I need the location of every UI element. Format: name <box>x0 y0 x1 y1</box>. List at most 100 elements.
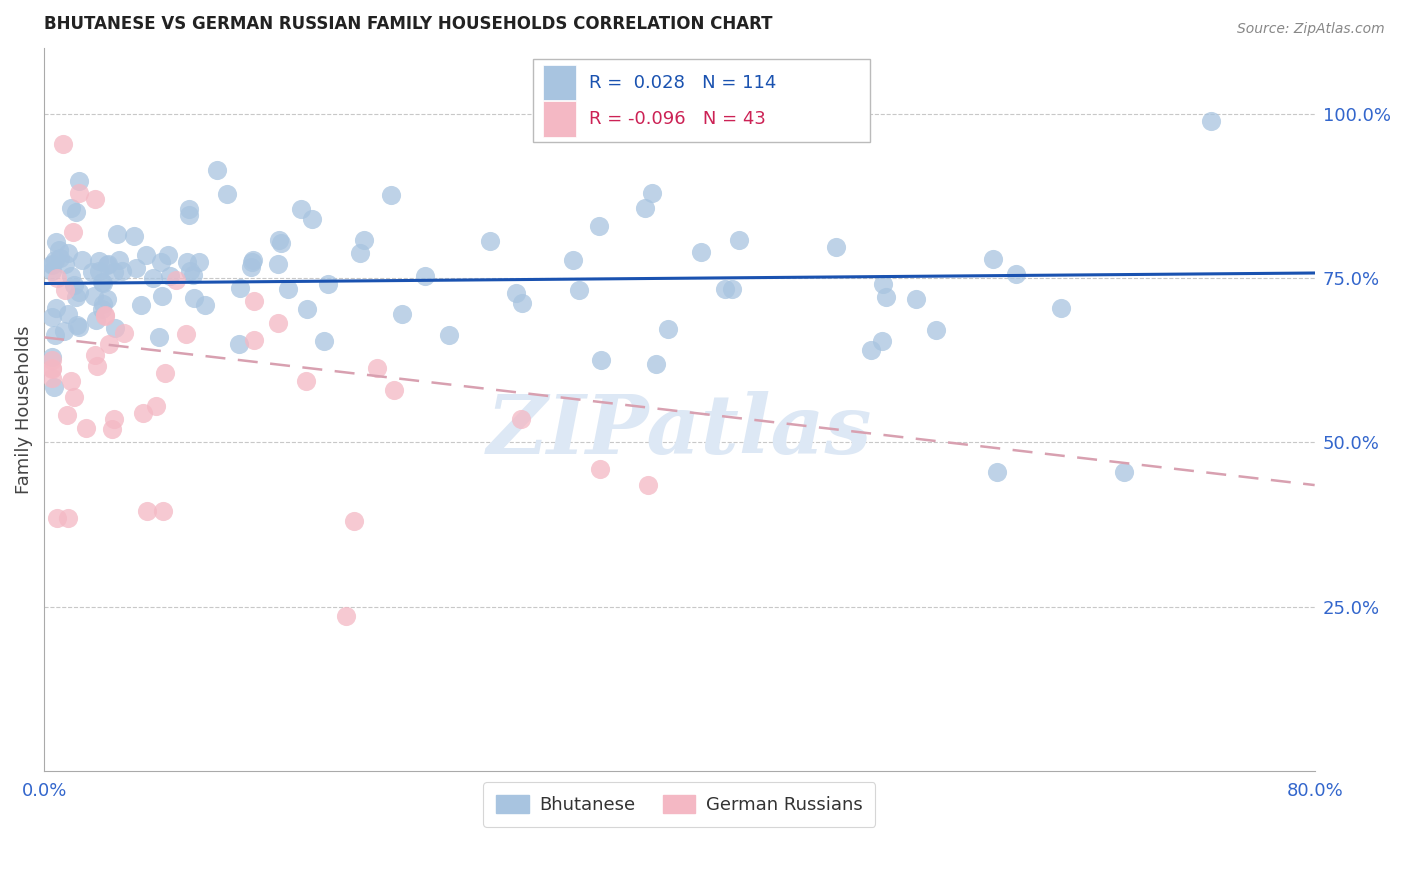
Point <box>90 275 112 289</box>
Point <box>295 374 318 388</box>
Point <box>58 307 80 321</box>
Text: Source: ZipAtlas.com: Source: ZipAtlas.com <box>1237 22 1385 37</box>
Point <box>97 257 120 271</box>
FancyBboxPatch shape <box>544 65 576 101</box>
Point <box>568 283 591 297</box>
Point <box>94 309 117 323</box>
Point <box>924 323 946 337</box>
Point <box>67 174 90 188</box>
Point <box>44 328 66 343</box>
Point <box>349 245 371 260</box>
Point <box>335 609 357 624</box>
Point <box>45 301 67 316</box>
Point <box>179 264 201 278</box>
Legend: Bhutanese, German Russians: Bhutanese, German Russians <box>484 782 876 827</box>
Point <box>132 406 155 420</box>
Point <box>205 162 228 177</box>
Point <box>353 233 375 247</box>
Point <box>314 334 336 348</box>
Point <box>90 302 112 317</box>
Point <box>217 187 239 202</box>
Point <box>657 322 679 336</box>
Point <box>86 313 108 327</box>
Point <box>53 283 76 297</box>
Point <box>242 333 264 347</box>
Point <box>240 255 263 269</box>
Point <box>277 282 299 296</box>
Point <box>183 291 205 305</box>
Text: BHUTANESE VS GERMAN RUSSIAN FAMILY HOUSEHOLDS CORRELATION CHART: BHUTANESE VS GERMAN RUSSIAN FAMILY HOUSE… <box>44 15 773 33</box>
Point <box>188 255 211 269</box>
Point <box>65 205 87 219</box>
Point <box>509 412 531 426</box>
Point <box>1005 267 1028 281</box>
Point <box>382 383 405 397</box>
Point <box>80 265 103 279</box>
Point <box>100 422 122 436</box>
Point <box>270 235 292 250</box>
Point <box>721 282 744 296</box>
Point <box>41 350 63 364</box>
Point <box>267 317 290 331</box>
Point <box>83 289 105 303</box>
Point <box>145 399 167 413</box>
Point <box>41 264 63 278</box>
Point <box>243 293 266 308</box>
Point <box>872 277 894 292</box>
Point <box>149 255 172 269</box>
Point <box>105 227 128 241</box>
Point <box>634 202 657 216</box>
Point <box>870 334 893 348</box>
Point <box>125 260 148 275</box>
Point <box>157 248 180 262</box>
Point <box>41 257 63 271</box>
Point <box>69 285 91 299</box>
Point <box>301 212 323 227</box>
Point <box>62 225 84 239</box>
Point <box>176 327 198 342</box>
Point <box>91 297 114 311</box>
Point <box>641 186 664 200</box>
Point <box>97 337 120 351</box>
Point <box>45 271 67 285</box>
Point <box>67 186 90 200</box>
Point <box>93 276 115 290</box>
Point <box>41 370 63 384</box>
Point <box>295 302 318 317</box>
Point <box>316 277 339 292</box>
Point <box>60 374 83 388</box>
Text: ZIPatlas: ZIPatlas <box>486 392 872 471</box>
Point <box>714 282 737 296</box>
Point <box>135 248 157 262</box>
Text: R =  0.028   N = 114: R = 0.028 N = 114 <box>589 74 776 92</box>
Point <box>45 511 67 525</box>
Point <box>129 298 152 312</box>
Point <box>41 258 63 272</box>
Point <box>56 511 79 525</box>
Point <box>825 240 848 254</box>
Point <box>136 504 159 518</box>
Point <box>84 193 107 207</box>
Point <box>290 202 312 216</box>
Point <box>48 243 70 257</box>
Point <box>112 326 135 341</box>
Point <box>690 244 713 259</box>
Point <box>87 264 110 278</box>
Point <box>86 359 108 373</box>
Point <box>49 251 72 265</box>
Point <box>96 292 118 306</box>
Point <box>589 352 612 367</box>
Point <box>53 257 76 271</box>
FancyBboxPatch shape <box>544 101 576 136</box>
Point <box>1112 465 1135 479</box>
Text: R = -0.096   N = 43: R = -0.096 N = 43 <box>589 111 766 128</box>
Point <box>111 263 134 277</box>
Point <box>194 298 217 312</box>
Point <box>60 201 83 215</box>
Point <box>75 421 97 435</box>
Point <box>415 269 437 284</box>
Point <box>52 136 75 151</box>
Point <box>41 361 63 376</box>
Point <box>65 318 87 332</box>
Point <box>103 265 125 279</box>
